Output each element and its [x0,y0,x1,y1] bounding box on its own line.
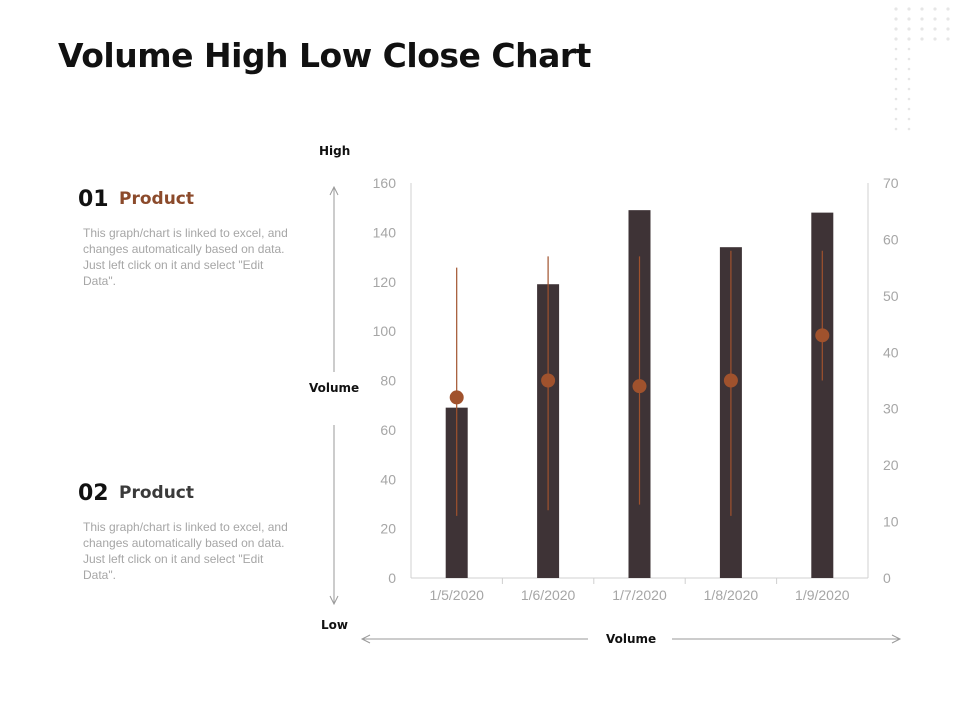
decorative-dot [894,67,898,71]
arrow-up-head [329,185,339,196]
decorative-dot [907,57,911,61]
decorative-dot [933,27,937,31]
decorative-dot [907,7,911,11]
arrow-right-head [891,634,902,644]
decorative-dot [907,97,911,101]
arrow-down-head [329,595,339,606]
y-right-tick-label: 20 [883,457,899,473]
decorative-dot [946,27,950,31]
y-left-tick-label: 100 [373,323,397,339]
decorative-dot [933,7,937,11]
volume-horizontal-label: Volume [606,632,657,646]
close-point [449,390,464,405]
decorative-dot [894,77,898,81]
close-point [723,373,738,388]
y-left-tick-label: 120 [373,274,397,290]
decorative-dot [907,67,911,71]
item-heading: Product [119,483,194,503]
decorative-dot [946,37,950,41]
x-tick-label: 1/6/2020 [521,587,576,603]
volume-vertical-label: Volume [309,381,360,395]
x-tick-label: 1/9/2020 [795,587,850,603]
item-description: This graph/chart is linked to excel, and… [83,520,288,582]
decorative-dot [894,87,898,91]
y-right-tick-label: 30 [883,401,899,417]
y-right-tick-label: 10 [883,514,899,530]
y-left-tick-label: 60 [380,422,396,438]
decorative-dot [894,37,898,41]
y-left-tick-label: 140 [373,224,397,240]
decorative-dot [894,57,898,61]
volume-bar [811,212,834,578]
decorative-dot-pattern [894,7,950,131]
item-heading: Product [119,189,194,209]
y-left-tick-label: 160 [373,175,397,191]
decorative-dot [894,7,898,11]
decorative-dot [907,87,911,91]
y-left-tick-label: 40 [380,471,396,487]
item-number: 02 [78,481,109,506]
x-tick-label: 1/5/2020 [429,587,484,603]
decorative-dot [933,37,937,41]
y-left-tick-label: 80 [380,373,396,389]
y-right-tick-label: 50 [883,288,899,304]
decorative-dot [894,127,898,131]
arrow-left-head [360,634,371,644]
decorative-dot [894,27,898,31]
decorative-dot [907,37,911,41]
y-left-tick-label: 0 [388,570,396,586]
decorative-dot [894,107,898,111]
close-point [541,373,556,388]
y-left-tick-label: 20 [380,521,396,537]
decorative-dot [907,127,911,131]
decorative-dot [907,27,911,31]
decorative-dot [894,17,898,21]
decorative-dot [920,37,924,41]
decorative-dot [907,117,911,121]
x-tick-label: 1/7/2020 [612,587,667,603]
page-title: Volume High Low Close Chart [58,36,591,75]
decorative-dot [946,7,950,11]
decorative-dot [894,47,898,51]
low-label: Low [321,618,348,632]
decorative-dot [894,97,898,101]
item-number: 01 [78,187,109,212]
y-right-tick-label: 40 [883,344,899,360]
close-point [815,328,830,343]
y-right-tick-label: 60 [883,231,899,247]
y-right-tick-label: 0 [883,570,891,586]
item-description: This graph/chart is linked to excel, and… [83,226,288,288]
decorative-dot [920,7,924,11]
high-label: High [319,144,351,158]
decorative-dot [920,27,924,31]
decorative-dot [907,17,911,21]
decorative-dot [933,17,937,21]
close-point [632,379,647,394]
decorative-dot [920,17,924,21]
y-right-tick-label: 70 [883,175,899,191]
decorative-dot [907,107,911,111]
decorative-dot [907,77,911,81]
decorative-dot [894,117,898,121]
x-tick-label: 1/8/2020 [704,587,759,603]
decorative-dot [907,47,911,51]
decorative-dot [946,17,950,21]
